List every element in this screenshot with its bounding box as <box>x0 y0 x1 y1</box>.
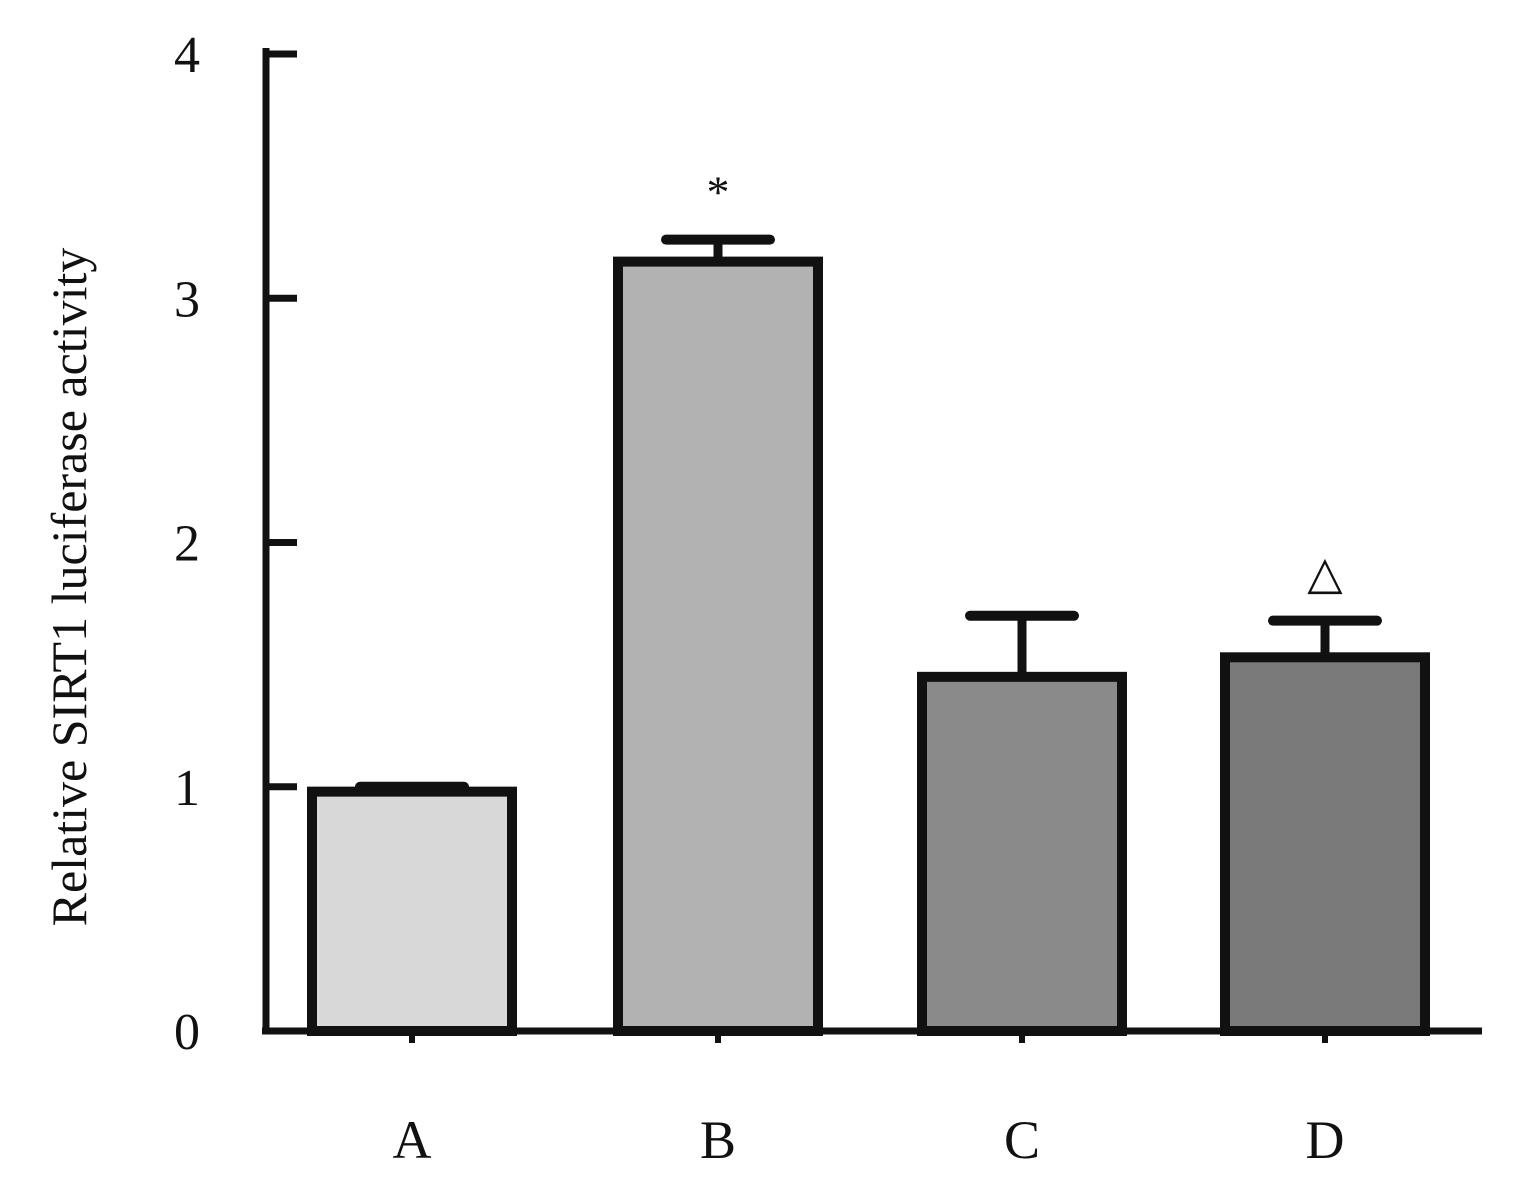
category-label: B <box>700 1110 736 1170</box>
category-label: C <box>1004 1110 1040 1170</box>
bar-a <box>307 786 517 1037</box>
y-tick-label: 1 <box>174 760 200 817</box>
bar-d <box>1220 652 1430 1036</box>
significance-marker: △ <box>1307 548 1343 599</box>
annotations: *△ <box>707 167 1344 599</box>
y-axis-ticks: 0 1 2 3 4 <box>174 27 297 1061</box>
error-bars <box>355 234 1382 792</box>
y-tick-label: 4 <box>174 27 200 84</box>
x-axis-categories: A B C D <box>393 1031 1345 1170</box>
significance-marker: * <box>707 167 730 218</box>
y-tick-label: 0 <box>174 1004 200 1061</box>
category-label: D <box>1306 1110 1345 1170</box>
y-axis-title: Relative SIRT1 luciferase activity <box>41 248 97 927</box>
y-tick-label: 2 <box>174 516 200 573</box>
bar-b <box>613 256 823 1036</box>
y-tick-label: 3 <box>174 271 200 328</box>
bar-c <box>917 671 1127 1037</box>
bars <box>307 256 1430 1037</box>
category-label: A <box>393 1110 432 1170</box>
